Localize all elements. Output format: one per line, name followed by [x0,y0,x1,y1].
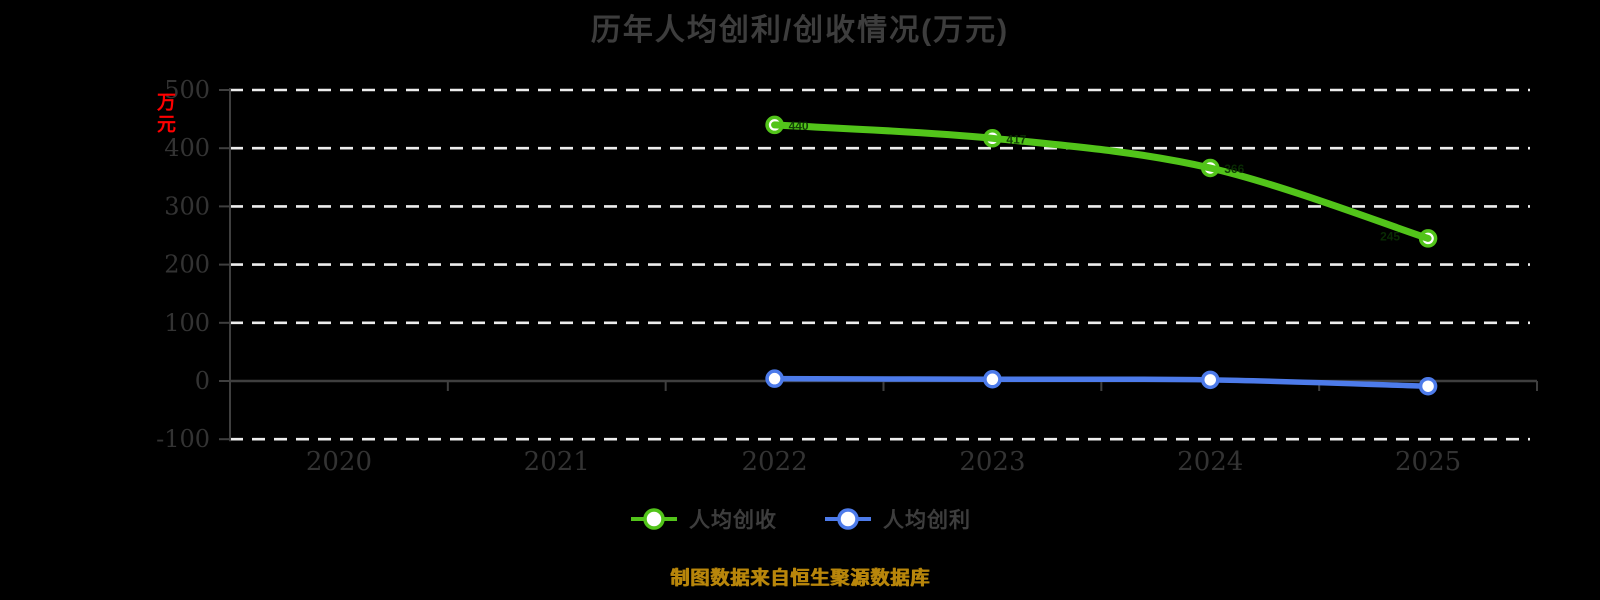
data-point-marker-人均创利 [1418,376,1438,396]
data-point-label: 245 [1380,229,1400,243]
x-label-2020: 2020 [306,447,372,477]
legend-line-circle-icon [825,508,871,530]
legend: 人均创收 人均创利 [0,504,1600,534]
data-point-label: 366 [1224,162,1244,176]
legend-label-profit: 人均创利 [883,509,971,532]
chart-title: 历年人均创利/创收情况(万元) [590,14,1010,47]
legend-label-revenue: 人均创收 [689,509,777,532]
y-axis-unit-label: 万元 [154,92,175,136]
x-label-2024: 2024 [1177,447,1243,477]
data-point-marker-人均创利 [983,370,1002,389]
data-point-marker-人均创利 [765,369,784,388]
legend-item-per-capita-revenue[interactable]: 人均创收 [629,504,777,534]
legend-line-circle-icon [631,508,677,530]
data-point-label: 417 [1006,132,1026,146]
y-tick-label-300: 300 [164,192,210,220]
y-tick-label-400: 400 [164,134,210,162]
legend-item-per-capita-profit[interactable]: 人均创利 [823,504,971,534]
x-label-2023: 2023 [959,447,1025,477]
y-tick-label-0: 0 [195,367,210,395]
y-tick-label-200: 200 [164,251,210,279]
y-tick-label--100: -100 [156,425,210,453]
x-label-2025: 2025 [1395,447,1461,477]
y-tick-label-500: 500 [164,76,210,104]
data-point-label: 440 [789,119,809,133]
data-source-note: 制图数据来自恒生聚源数据库 [669,568,930,589]
y-tick-label-100: 100 [164,309,210,337]
x-label-2021: 2021 [524,447,590,477]
x-label-2022: 2022 [741,447,807,477]
series-line-人均创收 [771,121,1432,242]
data-point-marker-人均创利 [1201,370,1220,390]
series-line-人均创利 [771,375,1431,389]
